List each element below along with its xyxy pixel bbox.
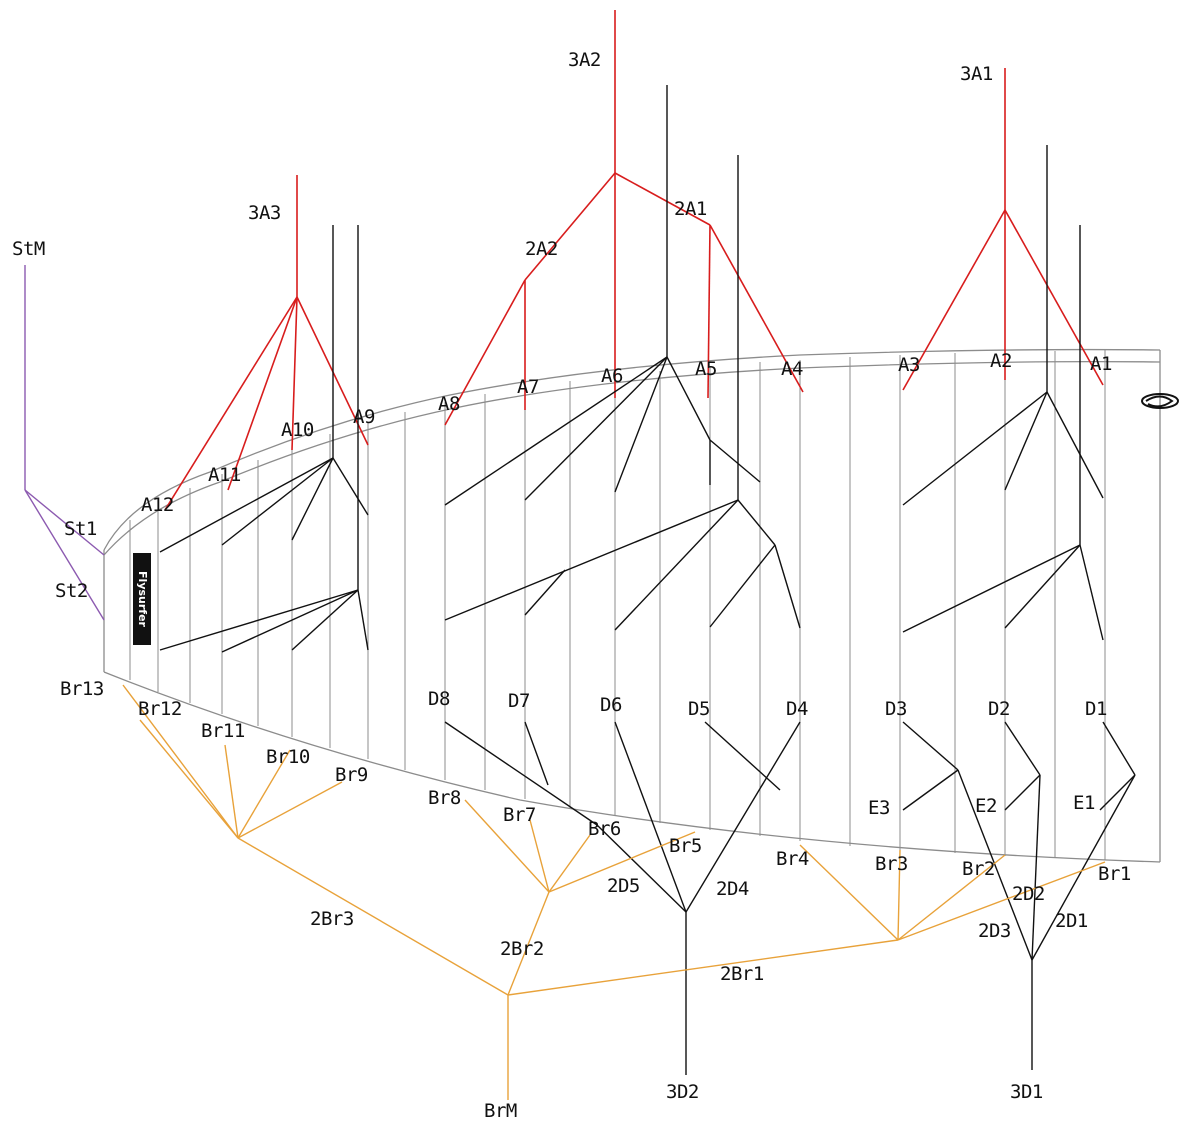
label-stm: StM bbox=[12, 238, 45, 260]
label-2br2: 2Br2 bbox=[500, 938, 544, 960]
label-d1: D1 bbox=[1085, 698, 1107, 720]
label-d5: D5 bbox=[688, 698, 710, 720]
label-br12: Br12 bbox=[138, 698, 182, 720]
label-e1: E1 bbox=[1073, 792, 1095, 814]
label-2d5: 2D5 bbox=[607, 875, 640, 897]
label-br1: Br1 bbox=[1098, 863, 1131, 885]
label-a1: A1 bbox=[1090, 353, 1112, 375]
label-br11: Br11 bbox=[201, 720, 245, 742]
label-2d4: 2D4 bbox=[716, 878, 749, 900]
stabilo-lines bbox=[24, 265, 105, 621]
label-br5: Br5 bbox=[669, 835, 702, 857]
label-br4: Br4 bbox=[776, 848, 809, 870]
label-3a3: 3A3 bbox=[248, 202, 281, 224]
label-a4: A4 bbox=[781, 358, 803, 380]
d-line-cascade bbox=[159, 85, 1136, 1075]
label-brm: BrM bbox=[484, 1100, 517, 1122]
label-d7: D7 bbox=[508, 690, 530, 712]
label-2d1: 2D1 bbox=[1055, 910, 1088, 932]
label-d2: D2 bbox=[988, 698, 1010, 720]
label-2br1: 2Br1 bbox=[720, 963, 764, 985]
label-2d3: 2D3 bbox=[978, 920, 1011, 942]
label-2br3: 2Br3 bbox=[310, 908, 354, 930]
canopy-leading-edge-outer bbox=[103, 348, 1161, 551]
label-a3: A3 bbox=[898, 354, 920, 376]
label-2a2: 2A2 bbox=[525, 238, 558, 260]
label-a12: A12 bbox=[141, 494, 174, 516]
label-br3: Br3 bbox=[875, 853, 908, 875]
label-a7: A7 bbox=[517, 376, 539, 398]
label-br10: Br10 bbox=[266, 746, 310, 768]
label-a5: A5 bbox=[695, 358, 717, 380]
label-br7: Br7 bbox=[503, 804, 536, 826]
label-a10: A10 bbox=[281, 419, 314, 441]
label-a6: A6 bbox=[601, 365, 623, 387]
label-3a2: 3A2 bbox=[568, 49, 601, 71]
label-br8: Br8 bbox=[428, 787, 461, 809]
label-a2: A2 bbox=[990, 350, 1012, 372]
canopy-outline bbox=[103, 348, 1161, 863]
label-3a1: 3A1 bbox=[960, 63, 993, 85]
label-e2: E2 bbox=[975, 795, 997, 817]
label-2a1: 2A1 bbox=[674, 198, 707, 220]
label-br13: Br13 bbox=[60, 678, 104, 700]
a-line-cascade bbox=[164, 10, 1104, 511]
canopy-trailing-edge bbox=[103, 671, 1161, 863]
kite-logo: Flysurfer bbox=[133, 553, 151, 645]
label-d3: D3 bbox=[885, 698, 907, 720]
logo-text: Flysurfer bbox=[136, 571, 149, 627]
label-3d2: 3D2 bbox=[666, 1081, 699, 1103]
swirl-icon bbox=[1141, 393, 1179, 409]
label-a9: A9 bbox=[353, 406, 375, 428]
label-br2: Br2 bbox=[962, 858, 995, 880]
label-d4: D4 bbox=[786, 698, 808, 720]
canopy-ribs bbox=[129, 350, 1106, 860]
label-d8: D8 bbox=[428, 688, 450, 710]
label-3d1: 3D1 bbox=[1010, 1081, 1043, 1103]
label-a11: A11 bbox=[208, 464, 241, 486]
label-br9: Br9 bbox=[335, 764, 368, 786]
brake-line-cascade bbox=[122, 684, 1106, 1100]
label-2d2: 2D2 bbox=[1012, 883, 1045, 905]
label-a8: A8 bbox=[438, 393, 460, 415]
canopy-leading-edge-inner bbox=[103, 360, 1161, 556]
label-st2: St2 bbox=[55, 580, 88, 602]
label-br6: Br6 bbox=[588, 818, 621, 840]
label-st1: St1 bbox=[64, 518, 97, 540]
label-e3: E3 bbox=[868, 797, 890, 819]
label-d6: D6 bbox=[600, 694, 622, 716]
